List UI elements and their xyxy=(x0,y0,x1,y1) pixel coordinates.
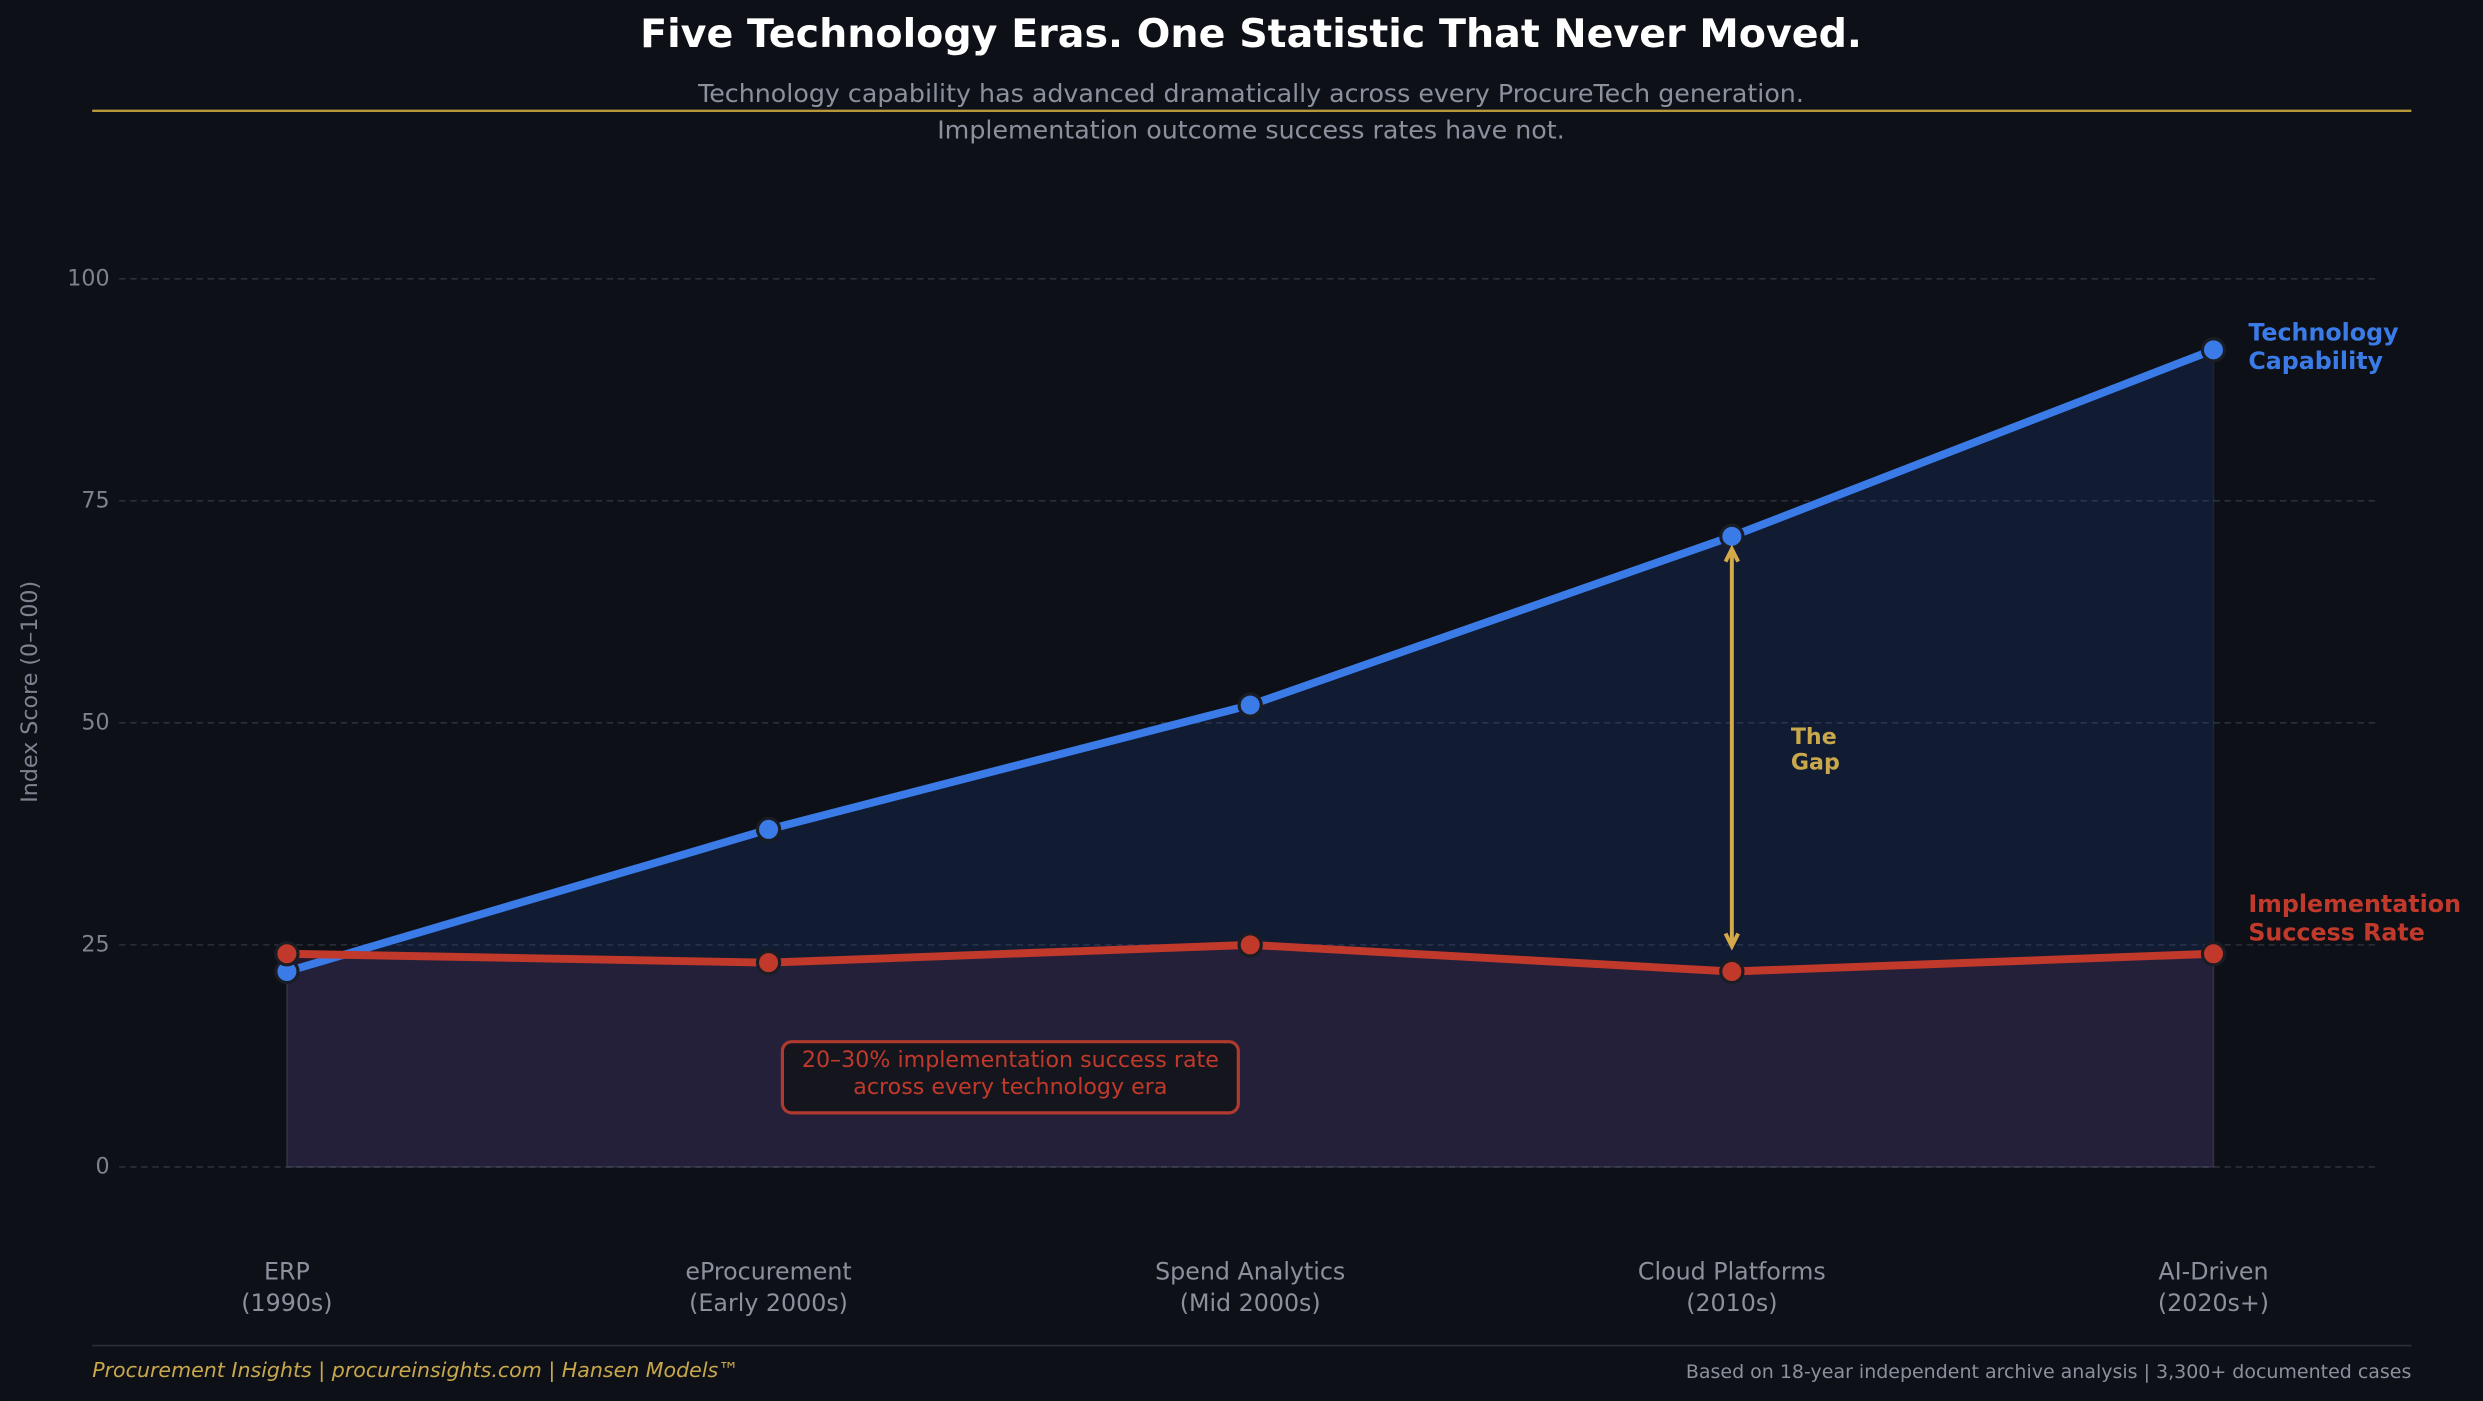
x-tick-label: ERP xyxy=(264,1257,310,1285)
footer-right: Based on 18-year independent archive ana… xyxy=(1686,1361,2412,1383)
point xyxy=(1719,958,1745,985)
point xyxy=(1719,523,1745,549)
legend-label-box: Implementation Success Rate xyxy=(2248,890,2461,948)
area xyxy=(286,944,2215,1168)
legend-label: Implementation Success Rate xyxy=(2248,890,2461,948)
point xyxy=(1237,932,1263,958)
x-tick-label: Cloud Platforms xyxy=(1638,1257,1826,1285)
y-tick-label: 0 xyxy=(96,1153,110,1179)
point xyxy=(2200,941,2227,967)
y-tick-label: 100 xyxy=(67,265,109,291)
subtitle: Implementation outcome success rates hav… xyxy=(937,114,1565,144)
x-tick-label: (2010s) xyxy=(1686,1289,1777,1317)
x-tick-label: Spend Analytics xyxy=(1155,1257,1345,1285)
annotation-text: 20–30% implementation success rate acros… xyxy=(801,1047,1219,1101)
gap-arrowhead xyxy=(1723,544,1740,563)
gap-label: The Gap xyxy=(1790,725,1840,776)
chart-title: Five Technology Eras. One Statistic That… xyxy=(640,11,1862,57)
x-tick-label: (Mid 2000s) xyxy=(1180,1289,1321,1317)
gap-label-box: The Gap xyxy=(1790,725,1840,776)
y-tick-label: 50 xyxy=(81,709,109,735)
annotation-text-box: 20–30% implementation success rate acros… xyxy=(801,1047,1219,1101)
footer-left: Procurement Insights | procureinsights.c… xyxy=(92,1358,739,1383)
point xyxy=(755,949,782,976)
x-tick-label: (Early 2000s) xyxy=(689,1289,848,1317)
x-tick-label: eProcurement xyxy=(685,1257,851,1285)
legend-label-box: Technology Capability xyxy=(2248,318,2399,376)
subtitle: Technology capability has advanced drama… xyxy=(697,78,1804,108)
legend-label: Technology Capability xyxy=(2248,318,2399,376)
y-tick-label: 25 xyxy=(81,931,109,957)
point xyxy=(755,816,782,843)
x-tick-label: (2020s+) xyxy=(2158,1289,2269,1317)
point xyxy=(1237,692,1263,718)
point xyxy=(2200,337,2227,363)
point xyxy=(274,941,300,967)
y-axis-label: Index Score (0–100) xyxy=(17,581,43,803)
annotation-box xyxy=(780,1040,1240,1115)
gap-arrowhead xyxy=(1723,932,1740,951)
x-tick-label: AI-Driven xyxy=(2158,1257,2268,1285)
y-tick-label: 75 xyxy=(81,487,109,513)
x-tick-label: (1990s) xyxy=(241,1289,332,1317)
